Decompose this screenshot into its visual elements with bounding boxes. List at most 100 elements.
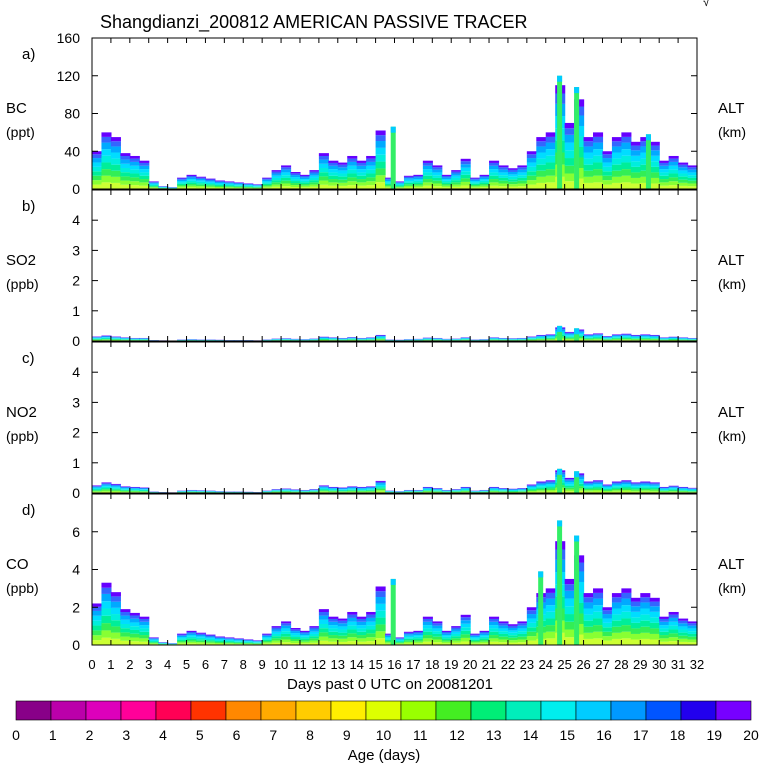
bar-layer [630,597,641,602]
data-bar [687,165,698,189]
bar-layer [678,635,689,639]
bar-layer [271,177,282,181]
data-bar [564,477,575,493]
bar-layer [328,628,339,632]
bar-layer [640,338,651,340]
data-bar [545,480,556,493]
bar-layer [110,164,121,171]
x-tick-label: 6 [202,657,209,672]
spike-cap [557,468,563,475]
bar-layer [507,184,518,187]
data-bar [413,174,424,189]
bar-layer [479,177,490,180]
bar-layer [92,166,103,172]
bar-layer [574,178,585,189]
bar-layer [205,641,216,643]
bar-layer [479,635,490,637]
bar-layer [583,638,594,645]
bar-layer [290,177,301,180]
bar-layer [318,623,329,629]
bar-layer [460,181,471,186]
bar-layer [574,146,585,158]
bar-layer [224,641,235,643]
bar-layer [347,491,358,493]
bar-layer [177,643,188,645]
bar-layer [630,337,641,339]
bar-layer [640,482,651,484]
bar-layer [432,628,443,632]
bar-layer [271,629,282,632]
bar-layer [432,636,443,640]
bar-layer [92,175,103,181]
bar-layer [205,640,216,642]
bar-layer [432,180,443,184]
bar-layer [687,186,698,189]
bar-layer [356,185,367,189]
bar-layer [545,631,556,639]
data-bar [337,618,348,645]
bar-layer [224,182,235,183]
bar-layer [460,185,471,189]
data-bar [668,336,679,341]
bar-layer [337,629,348,633]
bar-layer [432,490,443,491]
bar-layer [583,334,594,335]
spike-bar [390,126,396,189]
data-bar [139,487,150,493]
data-bar [347,337,358,341]
bar-layer [318,615,329,620]
bar-layer [205,182,216,185]
bar-layer [148,642,159,644]
bar-layer [422,165,433,170]
data-bar [649,482,660,493]
bar-layer [574,623,585,635]
x-tick-label: 2 [126,657,133,672]
bar-layer [177,635,188,638]
bar-layer [630,172,641,178]
bar-layer [195,177,207,179]
data-bar [214,636,225,645]
bar-layer [186,175,197,178]
bar-layer [148,187,159,189]
bar-layer [545,175,556,183]
bar-layer [120,486,131,487]
data-bar [432,165,443,189]
data-bar [403,175,415,189]
bar-layer [517,490,528,492]
data-bar [347,486,358,493]
bar-layer [148,640,159,642]
bar-layer [328,179,339,183]
bar-layer [460,178,471,182]
bar-layer [460,488,471,490]
bar-layer [120,153,131,157]
bar-layer [328,165,339,170]
bar-layer [92,491,103,493]
spike-cap [645,134,651,141]
bar-layer [593,625,604,632]
bar-layer [526,175,537,181]
bar-layer [328,616,339,619]
bar-layer [413,180,424,183]
bar-layer [337,176,348,180]
bar-layer [498,183,509,187]
data-bar [583,593,594,645]
bar-layer [640,481,651,483]
bar-layer [195,181,207,184]
bar-layer [460,174,471,179]
bar-layer [394,181,405,183]
data-bar [92,336,103,341]
x-tick-label: 12 [312,657,326,672]
bar-layer [507,624,518,626]
bar-layer [120,167,131,173]
x-tick-label: 4 [164,657,171,672]
bar-layer [337,641,348,645]
x-tick-label: 29 [633,657,647,672]
bar-layer [687,488,698,489]
bar-layer [668,629,679,634]
bar-layer [526,337,537,339]
bar-layer [214,180,225,182]
data-bar [678,162,689,189]
data-bar [337,487,348,493]
bar-layer [630,150,641,156]
bar-layer [470,178,481,180]
